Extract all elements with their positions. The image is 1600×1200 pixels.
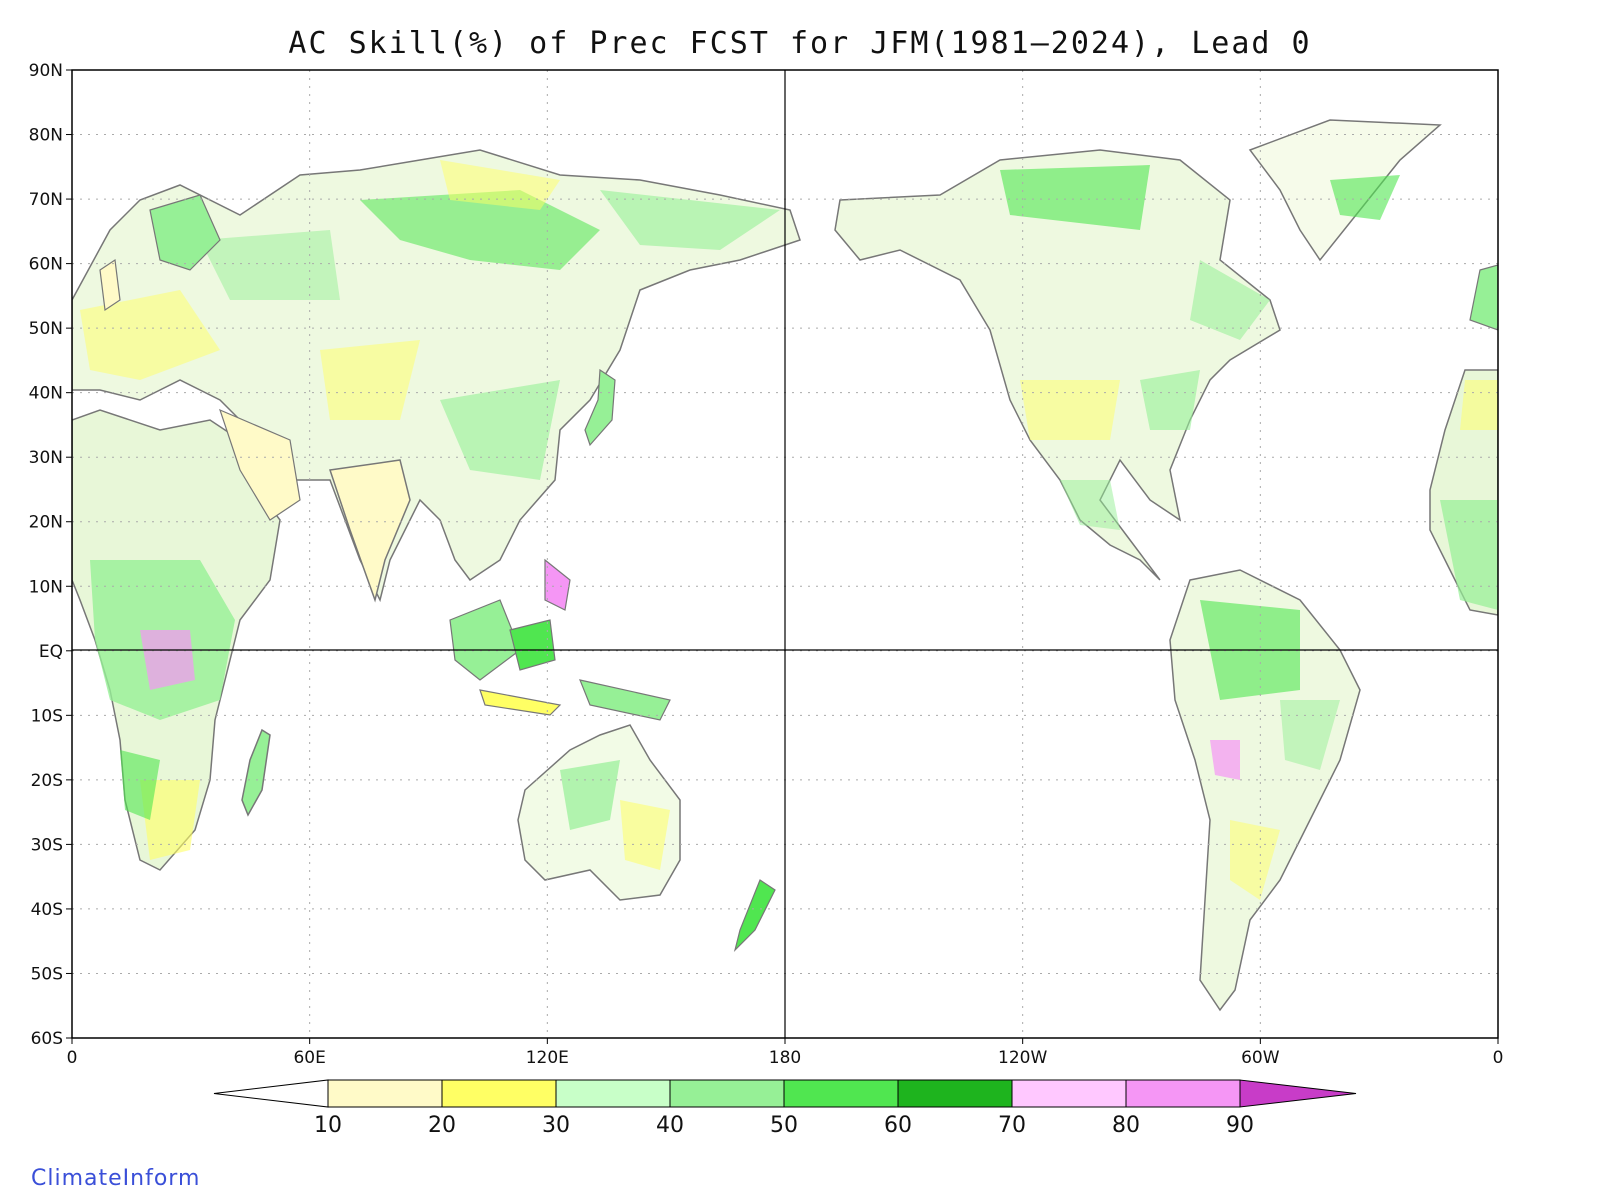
north-america-region <box>834 149 1281 581</box>
colorbar-swatch <box>441 1079 557 1108</box>
lon-label: 60W <box>1241 1048 1280 1068</box>
colorbar-swatch <box>327 1079 443 1108</box>
longitude-labels: 0 60E 120E 180 120W 60W 0 <box>67 1038 1504 1068</box>
map-title: AC Skill(%) of Prec FCST for JFM(1981–20… <box>288 26 1312 61</box>
colorbar-arrow-high <box>1239 1079 1357 1108</box>
colorbar-swatch <box>555 1079 671 1108</box>
colorbar-swatch <box>669 1079 785 1108</box>
colorbar-tick-label: 60 <box>884 1113 912 1138</box>
lat-label: 60N <box>29 255 63 275</box>
lat-label: 40N <box>29 384 63 404</box>
colorbar-tick-label: 10 <box>314 1113 342 1138</box>
lat-label: 10S <box>31 706 63 726</box>
lon-label: 120W <box>998 1048 1047 1068</box>
lat-label: EQ <box>39 642 63 662</box>
colorbar-tick-label: 80 <box>1112 1113 1140 1138</box>
lat-label: 60S <box>31 1029 63 1049</box>
latitude-labels: 90N 80N 70N 60N 50N 40N 30N 20N 10N EQ 10S 20S 30S 40… <box>29 61 72 1049</box>
lon-label: 180 <box>769 1048 801 1068</box>
lat-label: 90N <box>29 61 63 81</box>
colorbar-swatch <box>897 1079 1013 1108</box>
lat-label: 30N <box>29 448 63 468</box>
lon-label: 0 <box>1493 1048 1504 1068</box>
colorbar-tick-label: 90 <box>1226 1113 1254 1138</box>
colorbar: 10 20 30 40 50 60 70 80 90 <box>213 1079 1357 1138</box>
land-skill-shading <box>72 119 1498 1012</box>
credit-text: ClimateInform <box>31 1166 201 1191</box>
lat-label: 80N <box>29 126 63 146</box>
lat-label: 20N <box>29 513 63 533</box>
lon-label: 120E <box>526 1048 569 1068</box>
colorbar-tick-label: 20 <box>428 1113 456 1138</box>
colorbar-tick-label: 50 <box>770 1113 798 1138</box>
lat-label: 50N <box>29 319 63 339</box>
colorbar-tick-label: 40 <box>656 1113 684 1138</box>
colorbar-tick-label: 70 <box>998 1113 1026 1138</box>
colorbar-arrow-low <box>213 1079 329 1108</box>
colorbar-swatch <box>783 1079 899 1108</box>
lon-label: 60E <box>293 1048 325 1068</box>
lat-label: 20S <box>31 771 63 791</box>
colorbar-swatch <box>1011 1079 1127 1108</box>
lat-label: 30S <box>31 835 63 855</box>
colorbar-tick-label: 30 <box>542 1113 570 1138</box>
lat-label: 50S <box>31 964 63 984</box>
lat-label: 10N <box>29 577 63 597</box>
lat-label: 40S <box>31 900 63 920</box>
lat-label: 70N <box>29 190 63 210</box>
lon-label: 0 <box>67 1048 78 1068</box>
colorbar-swatch <box>1125 1079 1241 1108</box>
